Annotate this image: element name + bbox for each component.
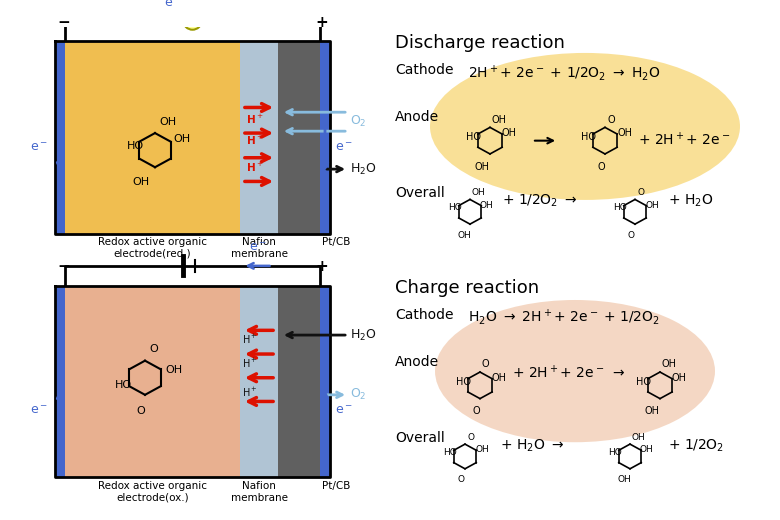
Text: Redox active organic
electrode(ox.): Redox active organic electrode(ox.) <box>98 481 207 503</box>
Text: Pt/CB: Pt/CB <box>322 238 350 248</box>
Text: Charge reaction: Charge reaction <box>395 279 539 297</box>
Text: O$_2$: O$_2$ <box>350 114 367 129</box>
Text: OH: OH <box>662 359 677 370</box>
Text: OH: OH <box>502 128 517 138</box>
Text: HO: HO <box>443 448 457 457</box>
Text: Nafion
membrane: Nafion membrane <box>231 481 288 503</box>
Text: −: − <box>57 15 69 30</box>
Text: H$_2$O: H$_2$O <box>350 328 377 343</box>
Text: OH: OH <box>492 373 507 383</box>
Text: HO: HO <box>466 132 481 142</box>
Text: Pt/CB: Pt/CB <box>322 481 350 491</box>
Text: OH: OH <box>457 231 471 240</box>
Text: e$^-$: e$^-$ <box>30 405 48 418</box>
Text: e$^-$: e$^-$ <box>335 141 353 154</box>
Text: O: O <box>637 188 644 197</box>
Text: Cathode: Cathode <box>395 307 453 321</box>
Text: OH: OH <box>165 365 182 375</box>
Text: Discharge reaction: Discharge reaction <box>395 34 565 53</box>
Text: O: O <box>597 162 604 172</box>
Bar <box>320 41 330 233</box>
Text: OH: OH <box>474 162 490 172</box>
Text: O: O <box>627 231 634 240</box>
Ellipse shape <box>435 300 715 442</box>
Text: H$^+$: H$^+$ <box>246 113 264 126</box>
Text: OH: OH <box>645 201 659 210</box>
Text: + H$_2$O $\rightarrow$: + H$_2$O $\rightarrow$ <box>500 437 564 454</box>
Text: OH: OH <box>644 406 660 416</box>
Text: e$^-$: e$^-$ <box>249 241 267 254</box>
Text: O: O <box>458 475 465 485</box>
Text: +: + <box>315 15 328 30</box>
Text: OH: OH <box>632 433 646 442</box>
Text: H$^+$: H$^+$ <box>243 385 258 398</box>
Text: O: O <box>607 115 615 125</box>
Text: OH: OH <box>617 475 631 485</box>
Text: e$^-$: e$^-$ <box>164 0 182 10</box>
Circle shape <box>183 12 201 30</box>
Text: HO: HO <box>613 203 627 213</box>
Text: OH: OH <box>159 116 176 127</box>
Text: OH: OH <box>173 134 190 144</box>
Text: HO: HO <box>448 203 462 213</box>
Text: HO: HO <box>456 376 471 386</box>
Text: O: O <box>136 406 145 416</box>
Bar <box>278 286 320 477</box>
Text: e$^-$: e$^-$ <box>30 141 48 154</box>
Text: HO: HO <box>115 380 132 391</box>
Text: + 2H$^+$+ 2e$^-$ $\rightarrow$: + 2H$^+$+ 2e$^-$ $\rightarrow$ <box>512 365 626 382</box>
Text: H$^+$: H$^+$ <box>246 134 264 147</box>
Bar <box>55 41 65 233</box>
Text: OH: OH <box>640 445 654 454</box>
Text: HO: HO <box>127 141 144 151</box>
Text: + 1/2O$_2$: + 1/2O$_2$ <box>668 437 724 454</box>
Text: OH: OH <box>472 188 486 197</box>
Text: 2H$^+$+ 2e$^-$ + 1/2O$_2$ $\rightarrow$ H$_2$O: 2H$^+$+ 2e$^-$ + 1/2O$_2$ $\rightarrow$ … <box>468 63 661 83</box>
Text: −: − <box>57 259 69 274</box>
Text: HO: HO <box>636 376 651 386</box>
Text: Anode: Anode <box>395 110 439 124</box>
Bar <box>278 41 320 233</box>
Text: + 1/2O$_2$ $\rightarrow$: + 1/2O$_2$ $\rightarrow$ <box>502 193 577 209</box>
Bar <box>65 286 240 477</box>
Text: HO: HO <box>608 448 622 457</box>
Bar <box>240 286 278 477</box>
Text: OH: OH <box>480 201 494 210</box>
Text: Anode: Anode <box>395 355 439 369</box>
Text: OH: OH <box>133 177 150 187</box>
Text: Nafion
membrane: Nafion membrane <box>231 238 288 259</box>
Bar <box>55 286 65 477</box>
Text: H$^+$: H$^+$ <box>243 333 258 346</box>
Text: + H$_2$O: + H$_2$O <box>668 193 714 209</box>
Text: HO: HO <box>581 132 596 142</box>
Text: e$^-$: e$^-$ <box>335 405 353 418</box>
Bar <box>240 41 278 233</box>
Text: Redox active organic
electrode(red.): Redox active organic electrode(red.) <box>98 238 207 259</box>
Text: Overall: Overall <box>395 186 445 200</box>
Text: O: O <box>467 433 474 442</box>
Text: Overall: Overall <box>395 431 445 445</box>
Text: Cathode: Cathode <box>395 63 453 77</box>
Text: OH: OH <box>492 115 507 125</box>
Text: H$^+$: H$^+$ <box>246 161 264 174</box>
Text: H$_2$O $\rightarrow$ 2H$^+$+ 2e$^-$ + 1/2O$_2$: H$_2$O $\rightarrow$ 2H$^+$+ 2e$^-$ + 1/… <box>468 307 660 327</box>
Text: O$_2$: O$_2$ <box>350 387 367 402</box>
Text: OH: OH <box>617 128 632 138</box>
Text: OH: OH <box>672 373 687 383</box>
Text: +: + <box>315 259 328 274</box>
Text: + 2H$^+$+ 2e$^-$: + 2H$^+$+ 2e$^-$ <box>638 131 730 149</box>
Text: O: O <box>149 344 158 354</box>
Ellipse shape <box>430 53 740 200</box>
Text: O: O <box>482 359 490 370</box>
Text: OH: OH <box>475 445 489 454</box>
Text: H$_2$O: H$_2$O <box>350 162 377 177</box>
Bar <box>320 286 330 477</box>
Bar <box>65 41 240 233</box>
Text: O: O <box>472 406 480 416</box>
Text: H$^+$: H$^+$ <box>243 357 258 370</box>
